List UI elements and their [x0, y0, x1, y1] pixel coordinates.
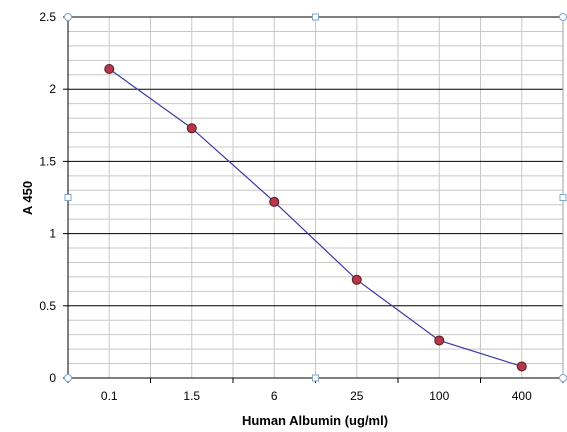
x-tick-label: 100 — [429, 389, 449, 403]
data-point — [516, 361, 527, 372]
data-point — [434, 335, 445, 346]
y-axis-title: A 450 — [20, 181, 35, 215]
corner-handle — [64, 13, 72, 21]
corner-handle — [559, 374, 567, 382]
y-tick-label: 0 — [49, 371, 56, 385]
x-tick-label: 1.5 — [183, 389, 200, 403]
y-tick-label: 1.5 — [39, 154, 56, 168]
selection-handles — [64, 13, 567, 382]
data-point — [269, 196, 280, 207]
x-tick-label: 400 — [512, 389, 532, 403]
side-handle — [312, 374, 319, 382]
side-handle — [312, 13, 319, 21]
data-point — [351, 274, 362, 285]
y-tick-label: 0.5 — [39, 299, 56, 313]
axes — [63, 16, 564, 383]
side-handle — [559, 194, 567, 201]
series-line — [108, 68, 522, 367]
tick-labels: 0 0.5 1 1.5 2 2.5 0.1 1.5 6 25 100 400 — [39, 10, 532, 403]
corner-handle — [559, 13, 567, 21]
series — [104, 63, 527, 372]
y-tick-label: 1 — [49, 227, 56, 241]
x-tick-label: 6 — [271, 389, 278, 403]
side-handle — [64, 194, 72, 201]
x-tick-label: 0.1 — [101, 389, 118, 403]
y-tick-label: 2 — [49, 82, 56, 96]
y-tick-label: 2.5 — [39, 10, 56, 24]
x-tick-label: 25 — [350, 389, 364, 403]
data-point — [186, 123, 197, 134]
data-point — [104, 63, 115, 74]
corner-handle — [64, 374, 72, 382]
x-axis-title: Human Albumin (ug/ml) — [242, 413, 388, 428]
grid — [67, 16, 564, 378]
